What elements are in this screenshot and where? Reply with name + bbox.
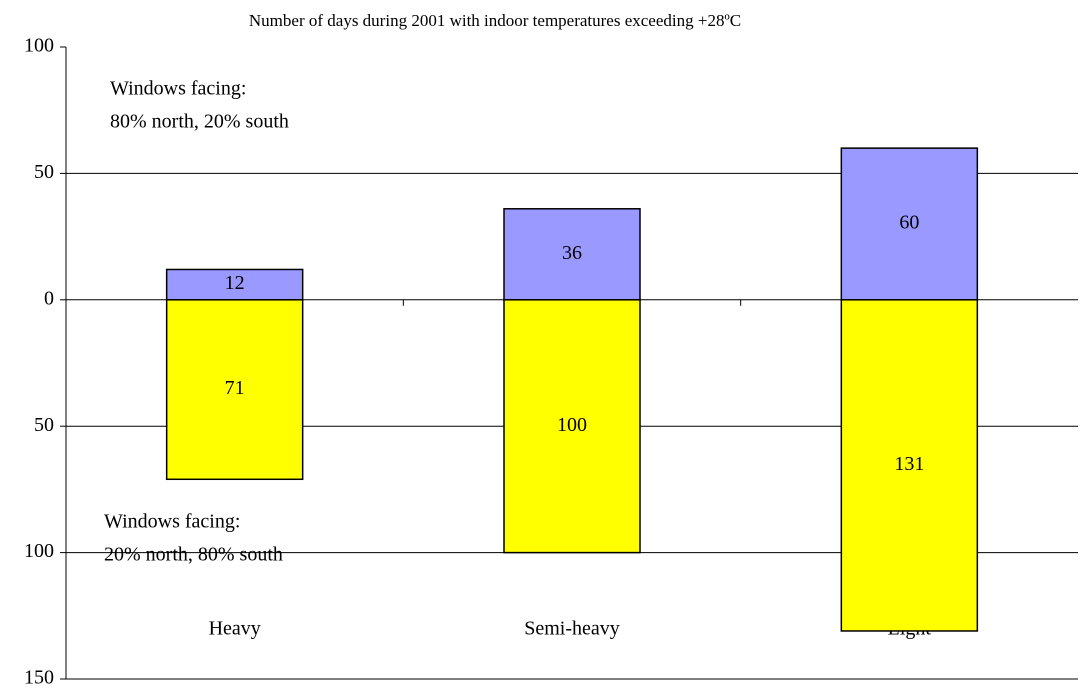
y-tick-label: 150: [24, 667, 54, 688]
data-label: 60: [899, 212, 919, 234]
annotation: Windows facing:: [110, 78, 246, 100]
x-tick-label: Semi-heavy: [524, 618, 620, 640]
bar: [840, 299, 979, 632]
bar: [840, 147, 979, 301]
bar: [503, 299, 641, 554]
data-label: 71: [225, 377, 245, 399]
chart-title: Number of days during 2001 with indoor t…: [249, 11, 741, 30]
y-tick-label: 100: [24, 35, 54, 57]
y-tick-label: 50: [34, 414, 54, 436]
data-label: 131: [894, 453, 924, 475]
data-label: 100: [557, 414, 587, 436]
annotation: 20% north, 80% south: [104, 544, 283, 566]
x-tick-label: Heavy: [209, 618, 261, 640]
y-tick-label: 50: [34, 161, 54, 183]
data-label: 36: [562, 242, 582, 264]
y-tick-label: 0: [44, 287, 54, 309]
annotation: 80% north, 20% south: [110, 111, 289, 133]
bar: [503, 208, 641, 301]
bar: [165, 299, 304, 481]
y-tick-label: 100: [24, 540, 54, 562]
annotation: Windows facing:: [104, 511, 240, 533]
data-label: 12: [225, 272, 245, 294]
